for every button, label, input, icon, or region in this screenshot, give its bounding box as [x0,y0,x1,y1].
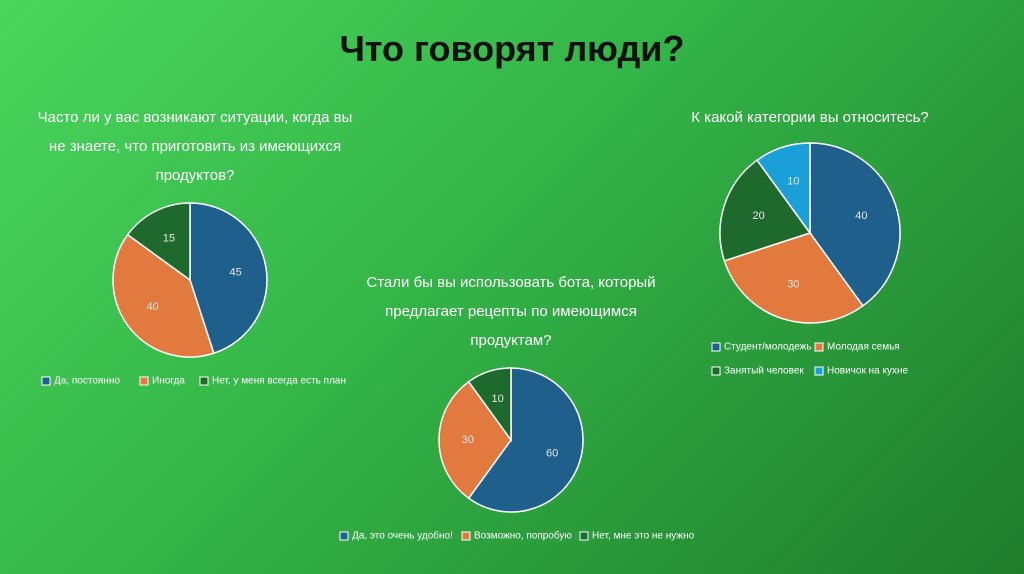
pie-slice [189,202,268,355]
pie-slice [467,367,584,513]
chart-title: Часто ли у вас возникают ситуации, когда… [37,109,353,184]
pie-slice [809,142,901,307]
legend-label: Да, постоянно [54,376,120,387]
data-label: 15 [163,233,175,245]
data-label: 10 [492,393,504,405]
legend-marker [711,366,721,376]
legend-marker [461,531,471,541]
data-label: 40 [855,210,867,222]
slide-title: Что говорят люди? [339,28,685,69]
legend-marker [41,376,51,386]
legend-marker [711,342,721,352]
legend-marker [199,376,209,386]
pie-slice [756,142,811,236]
data-label: 30 [787,278,799,290]
data-label: 20 [753,210,765,222]
legend-label: Нет, мне это не нужно [592,531,695,542]
legend-marker [579,531,589,541]
legend-label: Занятый человек [724,366,804,377]
chart-title: Стали бы вы использовать бота, который п… [366,274,656,349]
legend-label: Студент/молодежь [724,342,812,353]
data-label: 10 [787,176,799,188]
legend-label: Нет, у меня всегда есть план [212,376,346,387]
legend-label: Новичок на кухне [827,366,908,377]
legend-label: Иногда [152,376,185,387]
legend-marker [814,366,824,376]
legend-label: Возможно, попробую [474,530,572,542]
data-label: 40 [146,301,158,313]
chart-title: К какой категории вы относитесь? [691,109,929,126]
pie-slice [438,380,512,500]
data-label: 60 [546,447,558,459]
data-label: 45 [230,267,242,279]
legend-marker [814,342,824,352]
pie-slice [467,367,512,443]
pie-slice [112,233,215,358]
data-label: 30 [462,434,474,446]
pie-slice [126,202,191,282]
legend-marker [139,376,149,386]
pie-slice [723,232,864,324]
legend-marker [339,531,349,541]
legend-label: Да, это очень удобно! [352,530,453,542]
legend-label: Молодая семья [827,342,900,353]
pie-slice [719,159,812,262]
